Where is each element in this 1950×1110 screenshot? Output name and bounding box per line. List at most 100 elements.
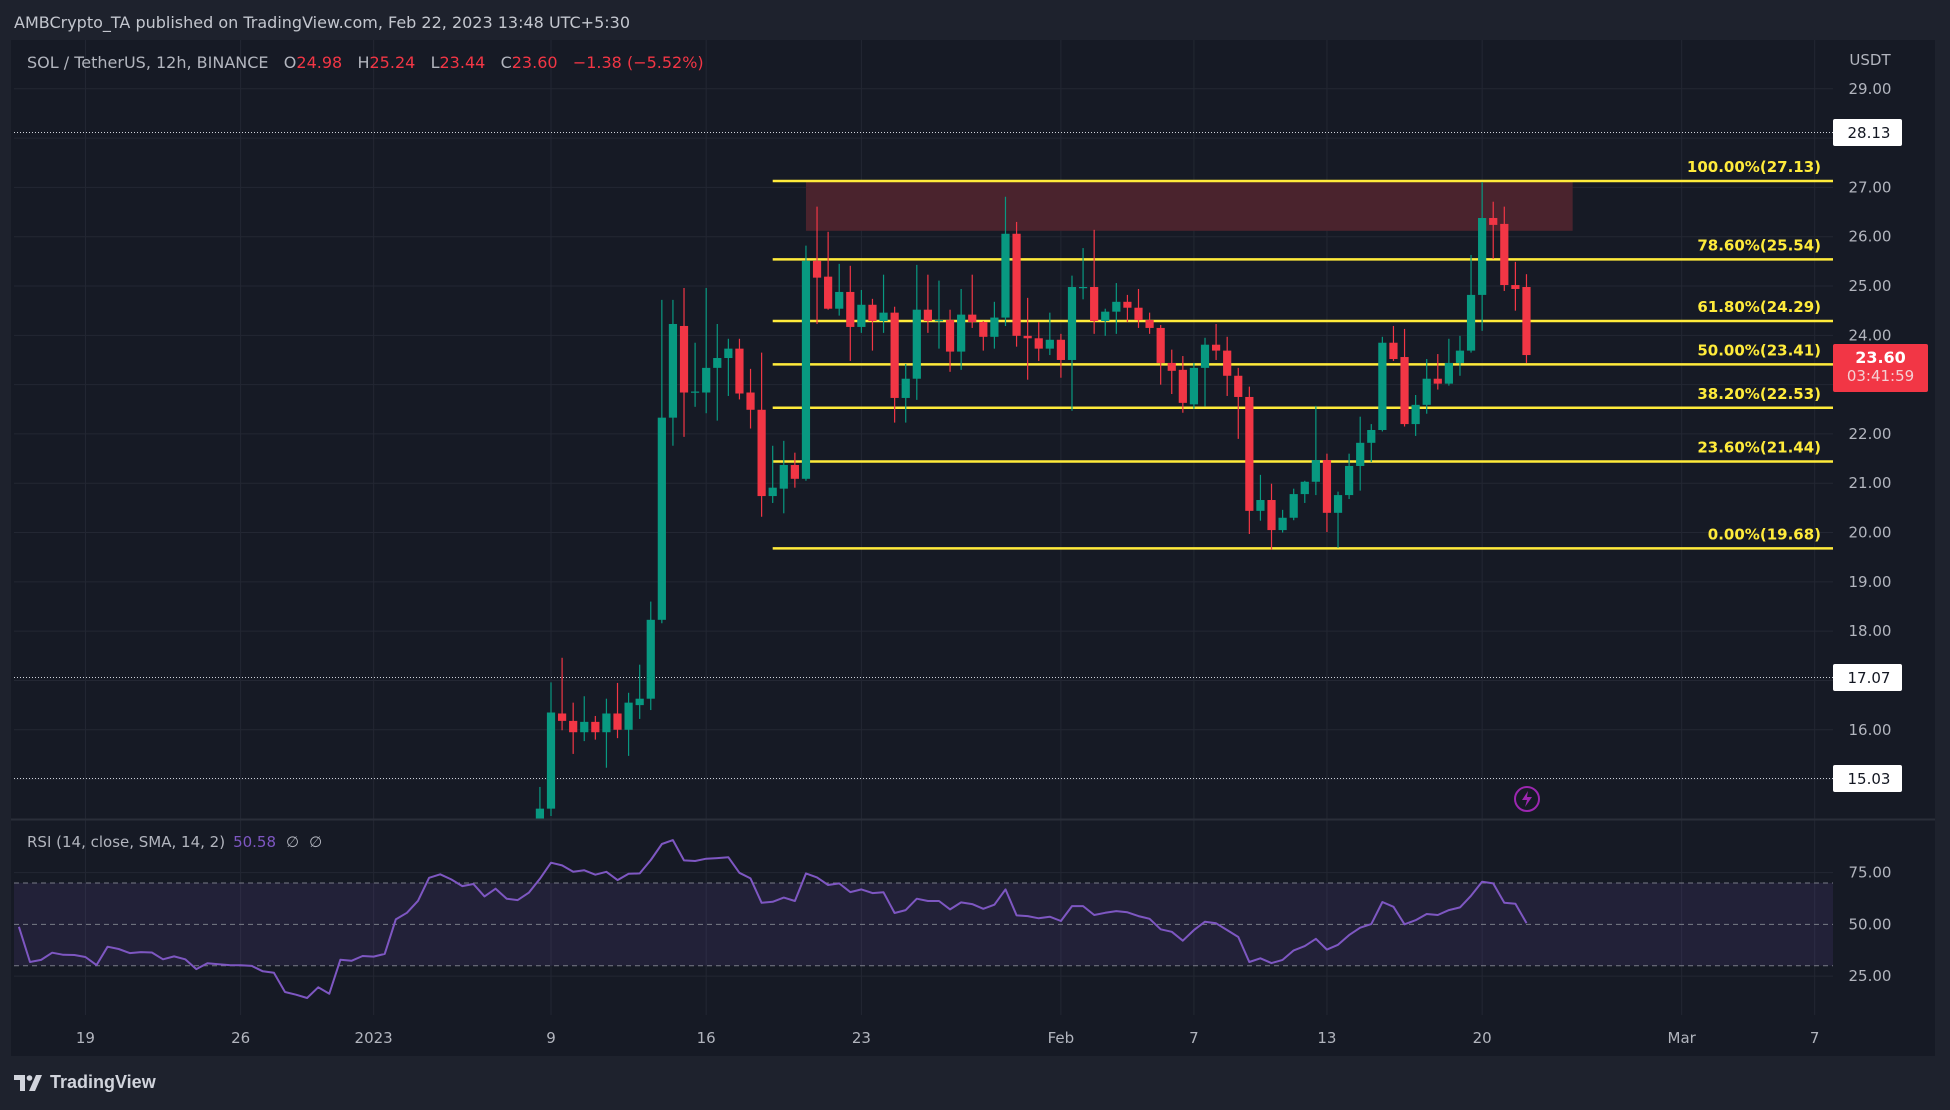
candle xyxy=(868,298,877,351)
close-value: 23.60 xyxy=(511,53,558,72)
candle xyxy=(923,274,932,333)
candle xyxy=(569,702,578,754)
rsi-line xyxy=(17,839,1528,999)
rsi-tick-label: 50.00 xyxy=(1849,915,1892,933)
candle-body xyxy=(1455,350,1465,363)
price-tick-label: 26.00 xyxy=(1849,228,1892,246)
candle xyxy=(1356,416,1365,491)
fib-level-label: 61.80%(24.29) xyxy=(1697,298,1821,316)
candle xyxy=(1034,322,1043,361)
currency-label[interactable]: USDT xyxy=(1849,51,1891,69)
candle-body xyxy=(569,720,578,733)
candle-body xyxy=(657,417,666,620)
candle xyxy=(591,715,600,740)
candle-body xyxy=(846,291,855,327)
rsi-title[interactable]: RSI (14, close, SMA, 14, 2) xyxy=(27,833,226,851)
time-tick-label: 26 xyxy=(231,1029,250,1047)
candle xyxy=(691,342,700,407)
candle-body xyxy=(668,323,678,418)
high-value: 25.24 xyxy=(369,53,416,72)
brand-name[interactable]: TradingView xyxy=(50,1072,156,1092)
candle xyxy=(535,786,545,819)
candle-body xyxy=(1211,344,1221,351)
close-label: C xyxy=(500,53,512,72)
candle-body xyxy=(679,325,689,393)
candle-body xyxy=(746,392,755,410)
candle xyxy=(879,274,888,333)
candle-body xyxy=(1012,233,1021,336)
publish-info: AMBCrypto_TA published on TradingView.co… xyxy=(14,13,630,32)
candle xyxy=(890,306,899,423)
candle xyxy=(1123,294,1132,323)
candle xyxy=(1489,201,1498,259)
candle xyxy=(1256,474,1265,521)
candle-body xyxy=(1167,362,1176,371)
candle-body xyxy=(1466,294,1476,351)
candle xyxy=(1433,354,1442,390)
candle-body xyxy=(890,312,899,398)
candle xyxy=(1511,261,1520,311)
candle-body xyxy=(779,464,788,489)
candle-body xyxy=(1511,285,1520,289)
candle-body xyxy=(1245,396,1254,511)
current-price: 23.60 xyxy=(1855,348,1906,367)
candle xyxy=(1078,248,1088,300)
candle xyxy=(679,287,689,437)
rsi-ma-value: ∅ xyxy=(286,833,300,851)
candle-body xyxy=(957,314,966,352)
candle-body xyxy=(702,367,711,393)
candle xyxy=(557,657,567,731)
horizontal-lines: 28.13 17.07 15.03 xyxy=(14,119,1902,792)
fib-level-label: 100.00%(27.13) xyxy=(1687,158,1821,176)
candle-body xyxy=(1223,350,1232,376)
candle-body xyxy=(1345,465,1354,496)
candle xyxy=(1466,254,1476,353)
candle xyxy=(912,264,921,400)
tradingview-logo-icon[interactable] xyxy=(14,1074,44,1091)
candle xyxy=(768,445,777,503)
candle xyxy=(702,287,711,414)
candle xyxy=(1367,424,1376,463)
candle-body xyxy=(1134,307,1143,321)
candle xyxy=(1223,336,1232,396)
rsi-legend: RSI (14, close, SMA, 14, 2) 50.58 ∅ ∅ xyxy=(27,833,322,851)
candle-body xyxy=(1123,301,1132,308)
candle xyxy=(824,231,833,310)
candle-body xyxy=(602,713,611,733)
price-line-label-box xyxy=(1833,119,1902,146)
candle-body xyxy=(968,314,977,323)
candle-body xyxy=(824,276,833,309)
price-line-label-box xyxy=(1833,664,1902,691)
fib-level-label: 0.00%(19.68) xyxy=(1708,525,1821,543)
candle-body xyxy=(1300,481,1309,495)
time-tick-label: 23 xyxy=(852,1029,871,1047)
candle xyxy=(1411,394,1420,436)
candle xyxy=(968,274,977,328)
candle xyxy=(580,696,589,742)
resistance-zone[interactable] xyxy=(805,181,1573,231)
time-tick-label: 9 xyxy=(546,1029,556,1047)
candle-body xyxy=(768,487,777,497)
candle-body xyxy=(1356,442,1365,466)
candle xyxy=(713,323,722,421)
candle-body xyxy=(613,713,622,730)
candle-body xyxy=(835,291,844,309)
candle xyxy=(790,452,799,488)
fib-level-label: 23.60%(21.44) xyxy=(1697,439,1821,457)
footer: TradingView xyxy=(14,1072,156,1093)
candle-body xyxy=(1023,335,1032,339)
candle xyxy=(1101,308,1110,336)
lightning-alert-icon[interactable] xyxy=(1514,786,1540,812)
candle xyxy=(1045,312,1054,356)
candle-body xyxy=(912,309,921,379)
candle-body xyxy=(1444,362,1453,384)
candle xyxy=(1234,367,1243,439)
fib-level-label: 50.00%(23.41) xyxy=(1697,341,1821,359)
candle-body xyxy=(934,320,944,322)
candle-body xyxy=(1333,495,1343,513)
price-tick-label: 27.00 xyxy=(1849,178,1892,196)
symbol-name[interactable]: SOL / TetherUS, 12h, BINANCE xyxy=(27,53,269,72)
price-tick-label: 21.00 xyxy=(1849,474,1892,492)
candle-body xyxy=(1056,339,1066,360)
